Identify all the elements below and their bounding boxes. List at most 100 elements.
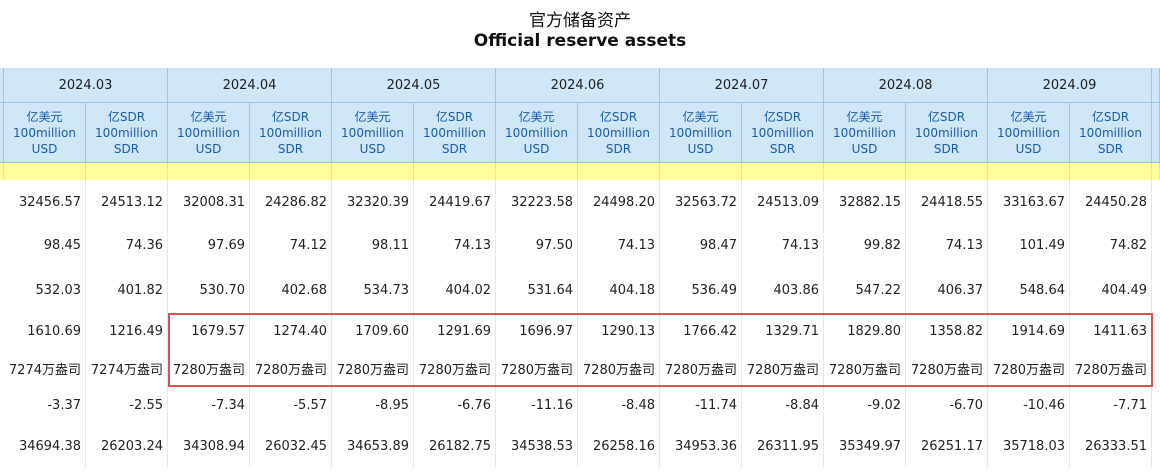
month-header: 2024.05 [332, 68, 496, 103]
data-cell: 547.22 [824, 267, 906, 313]
data-cell: -2.55 [86, 387, 168, 424]
data-cell: 26311.95 [742, 424, 824, 468]
data-cell: 24513.09 [742, 180, 824, 224]
data-cell: 35718.03 [988, 424, 1070, 468]
unit-line: 亿美元 [354, 109, 391, 124]
data-cell: 32563.72 [660, 180, 742, 224]
data-cell: 532.03 [4, 267, 86, 313]
spacer [496, 163, 578, 180]
data-cell: 1829.80 [824, 313, 906, 350]
unit-header: 亿SDR 100million SDR [742, 103, 824, 163]
data-cell: 24498.20 [578, 180, 660, 224]
data-cell: 98.47 [660, 224, 742, 267]
unit-line: 100million [669, 125, 732, 140]
unit-header: 亿SDR 100million SDR [1070, 103, 1152, 163]
data-cell: 1291.69 [414, 313, 496, 350]
unit-line: USD [195, 141, 222, 156]
data-cell: -8.95 [332, 387, 414, 424]
data-cell: -6.76 [414, 387, 496, 424]
header-cell [0, 103, 4, 163]
unit-header: 亿SDR 100million SDR [414, 103, 496, 163]
unit-line: 亿美元 [518, 109, 555, 124]
spacer [86, 163, 168, 180]
unit-line: 亿SDR [763, 109, 802, 124]
data-cell: -11.16 [496, 387, 578, 424]
unit-line: USD [687, 141, 714, 156]
data-cell: 7280万盎司 [742, 350, 824, 387]
data-cell: 404.02 [414, 267, 496, 313]
unit-header: 亿美元 100million USD [660, 103, 742, 163]
data-cell: 26258.16 [578, 424, 660, 468]
unit-line: SDR [113, 141, 140, 156]
month-header: 2024.06 [496, 68, 660, 103]
unit-line: USD [1015, 141, 1042, 156]
month-header: 2024.04 [168, 68, 332, 103]
unit-line: 100million [997, 125, 1060, 140]
data-cell: 24450.28 [1070, 180, 1152, 224]
unit-line: 亿SDR [927, 109, 966, 124]
data-cell: 98.45 [4, 224, 86, 267]
unit-header: 亿SDR 100million SDR [906, 103, 988, 163]
unit-line: 100million [13, 125, 76, 140]
spacer [742, 163, 824, 180]
data-cell: 74.36 [86, 224, 168, 267]
data-cell: 1914.69 [988, 313, 1070, 350]
spacer [332, 163, 414, 180]
unit-line: 亿美元 [190, 109, 227, 124]
spacer [660, 163, 742, 180]
data-cell: 24418.55 [906, 180, 988, 224]
data-cell: 7280万盎司 [824, 350, 906, 387]
unit-line: SDR [605, 141, 632, 156]
unit-line: SDR [1097, 141, 1124, 156]
data-cell: 74.13 [578, 224, 660, 267]
data-cell: 402.68 [250, 267, 332, 313]
unit-header: 亿SDR 100million SDR [578, 103, 660, 163]
unit-header: 亿美元 100million USD [496, 103, 578, 163]
unit-line: 亿美元 [1010, 109, 1047, 124]
data-cell: 406.37 [906, 267, 988, 313]
data-cell: 34308.94 [168, 424, 250, 468]
month-header: 2024.09 [988, 68, 1152, 103]
data-cell: 34953.36 [660, 424, 742, 468]
unit-line: USD [523, 141, 550, 156]
unit-line: 100million [1079, 125, 1142, 140]
unit-line: USD [31, 141, 58, 156]
data-cell: 7280万盎司 [250, 350, 332, 387]
data-cell: -3.37 [4, 387, 86, 424]
spacer [578, 163, 660, 180]
data-cell: 26032.45 [250, 424, 332, 468]
data-cell: 1329.71 [742, 313, 824, 350]
unit-line: 100million [915, 125, 978, 140]
data-cell: 401.82 [86, 267, 168, 313]
unit-line: 100million [833, 125, 896, 140]
data-cell: 531.64 [496, 267, 578, 313]
spacer [4, 163, 86, 180]
unit-header: 亿美元 100million USD [168, 103, 250, 163]
unit-line: 亿SDR [599, 109, 638, 124]
data-cell: -7.34 [168, 387, 250, 424]
unit-line: 亿SDR [435, 109, 474, 124]
data-cell: -11.74 [660, 387, 742, 424]
unit-header: 亿美元 100million USD [332, 103, 414, 163]
unit-header: 亿SDR 100million SDR [250, 103, 332, 163]
data-cell: 7280万盎司 [168, 350, 250, 387]
data-cell: 7280万盎司 [578, 350, 660, 387]
data-cell: 1290.13 [578, 313, 660, 350]
data-cell: 1679.57 [168, 313, 250, 350]
spacer [0, 163, 4, 180]
data-cell: 548.64 [988, 267, 1070, 313]
month-header: 2024.03 [4, 68, 168, 103]
unit-header: 亿SDR 100million SDR [86, 103, 168, 163]
data-cell: 7274万盎司 [86, 350, 168, 387]
data-cell: 7280万盎司 [332, 350, 414, 387]
unit-line: SDR [277, 141, 304, 156]
data-cell: 34653.89 [332, 424, 414, 468]
unit-line: USD [359, 141, 386, 156]
data-cell: 403.86 [742, 267, 824, 313]
data-cell: -7.71 [1070, 387, 1152, 424]
data-cell: 1610.69 [4, 313, 86, 350]
header-cell [0, 68, 4, 103]
data-cell: 32320.39 [332, 180, 414, 224]
unit-line: 亿SDR [271, 109, 310, 124]
